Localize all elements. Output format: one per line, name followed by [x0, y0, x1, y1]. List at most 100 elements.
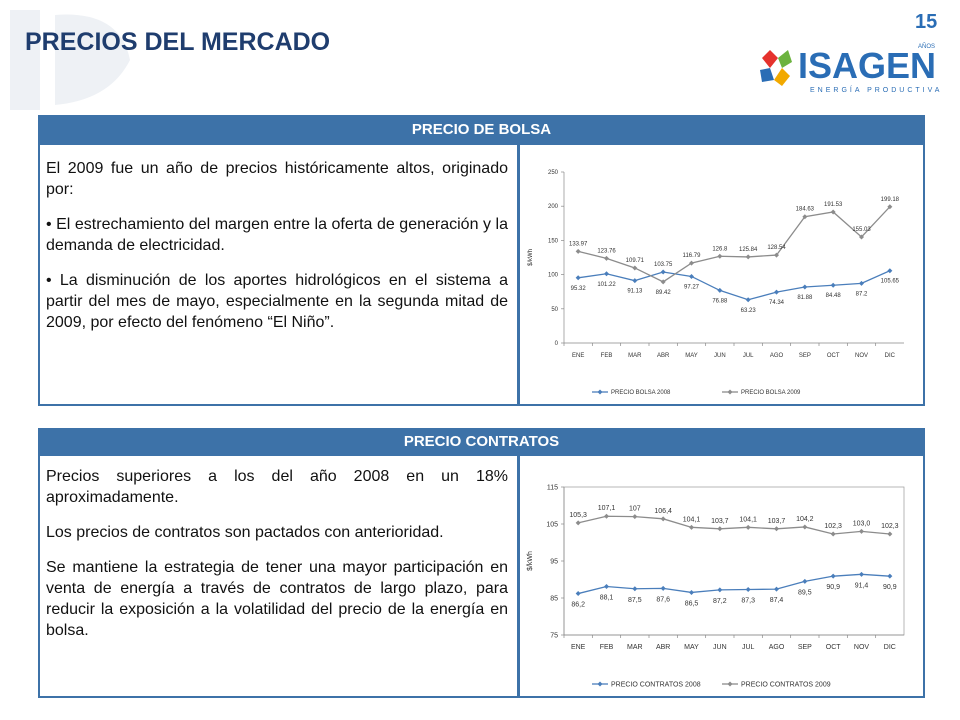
paragraph: Los precios de contratos son pactados co…	[46, 524, 444, 541]
value-label: 87,6	[656, 596, 670, 603]
x-tick-label: SEP	[799, 353, 811, 359]
x-tick-label: MAR	[627, 644, 643, 651]
value-label: 86,2	[571, 602, 585, 609]
legend-marker	[727, 389, 733, 395]
x-tick-label: SEP	[798, 644, 812, 651]
point	[689, 524, 694, 530]
point	[887, 573, 893, 579]
legend-marker	[597, 389, 603, 395]
value-label: 97.27	[684, 284, 700, 290]
y-tick-label: 100	[548, 273, 559, 279]
logo-tagline: ENERGÍA PRODUCTIVA	[810, 85, 940, 94]
value-label: 84.48	[826, 293, 842, 299]
y-tick-label: 0	[555, 341, 559, 347]
paragraph: • El estrechamiento del margen entre la …	[46, 216, 508, 254]
value-label: 104,1	[683, 516, 701, 523]
point	[604, 255, 609, 261]
point	[802, 524, 808, 530]
point	[632, 265, 638, 271]
x-tick-label: MAY	[685, 353, 698, 359]
value-label: 102,3	[881, 523, 899, 530]
point	[802, 284, 808, 290]
value-label: 86,5	[685, 600, 699, 607]
point	[745, 586, 751, 592]
point	[604, 513, 609, 519]
point	[745, 524, 751, 530]
series-line	[578, 206, 891, 283]
value-label: 104,2	[796, 516, 814, 523]
x-tick-label: DIC	[884, 644, 896, 651]
paragraph: • La disminución de los aportes hidrológ…	[46, 272, 508, 331]
section-panel	[38, 145, 925, 406]
value-label: 91,4	[855, 582, 869, 589]
value-label: 74.34	[769, 300, 785, 306]
value-label: 90,9	[826, 584, 840, 591]
x-tick-label: MAY	[684, 644, 699, 651]
point	[887, 531, 893, 537]
point	[774, 526, 779, 532]
x-tick-label: OCT	[827, 353, 840, 359]
y-axis-label: $/kWh	[528, 249, 534, 266]
value-label: 87,3	[741, 597, 755, 604]
x-tick-label: NOV	[855, 353, 868, 359]
value-label: 133.97	[569, 241, 588, 247]
point	[802, 578, 808, 584]
value-label: 104,1	[739, 516, 757, 523]
value-label: 128.54	[767, 245, 786, 251]
point	[575, 520, 581, 526]
section-text: Precios superiores a los del año 2008 en…	[46, 466, 508, 655]
chart: $/kWh 0 50 100 150 200 250 ENE FEB MAR ABR MAY JUN JU…	[528, 170, 904, 396]
value-label: 102,3	[824, 523, 842, 530]
paragraph: Precios superiores a los del año 2008 en…	[46, 468, 508, 506]
x-tick-label: FEB	[601, 353, 613, 359]
x-tick-label: NOV	[854, 644, 870, 651]
value-label: 88,1	[600, 595, 614, 602]
point	[774, 252, 779, 258]
value-label: 91.13	[627, 289, 643, 295]
point	[745, 254, 751, 260]
y-tick-label: 150	[548, 238, 559, 244]
value-label: 123.76	[597, 248, 616, 254]
point	[859, 234, 864, 240]
y-tick-label: 95	[550, 558, 558, 565]
y-tick-label: 115	[547, 484, 558, 491]
value-label: 76.88	[712, 298, 728, 304]
point	[717, 287, 723, 293]
paragraph: El 2009 fue un año de precios históricam…	[46, 160, 508, 198]
value-label: 103.75	[654, 262, 673, 268]
value-label: 105.65	[881, 279, 900, 285]
point	[859, 571, 864, 577]
value-label: 199.18	[881, 197, 900, 203]
point	[859, 280, 864, 286]
point	[575, 591, 581, 597]
section-heading: PRECIO DE BOLSA	[38, 115, 925, 145]
value-label: 89,5	[798, 589, 812, 596]
value-label: 87,4	[770, 597, 784, 604]
point	[575, 275, 581, 281]
x-tick-label: JUL	[743, 353, 754, 359]
value-label: 184.63	[796, 207, 815, 213]
point	[774, 586, 779, 592]
x-tick-label: JUN	[713, 644, 727, 651]
legend-label: PRECIO BOLSA 2008	[611, 390, 671, 396]
value-label: 103,7	[768, 518, 786, 525]
point	[604, 584, 609, 590]
x-tick-label: ABR	[656, 644, 670, 651]
logo: 15 AÑOS ISAGEN ENERGÍA PRODUCTIVA	[760, 11, 940, 94]
value-label: 103,7	[711, 518, 729, 525]
point	[830, 573, 836, 579]
point	[632, 514, 638, 520]
divider	[517, 145, 520, 406]
value-label: 155.03	[852, 227, 871, 233]
point	[660, 516, 666, 522]
logo-anniversary-unit: AÑOS	[918, 43, 935, 50]
value-label: 125.84	[739, 247, 758, 253]
point	[717, 253, 723, 259]
x-tick-label: ABR	[657, 353, 670, 359]
y-tick-label: 105	[546, 521, 558, 528]
x-tick-label: MAR	[628, 353, 642, 359]
value-label: 87.2	[856, 291, 868, 297]
x-tick-label: JUL	[742, 644, 755, 651]
value-label: 107,1	[598, 505, 616, 512]
